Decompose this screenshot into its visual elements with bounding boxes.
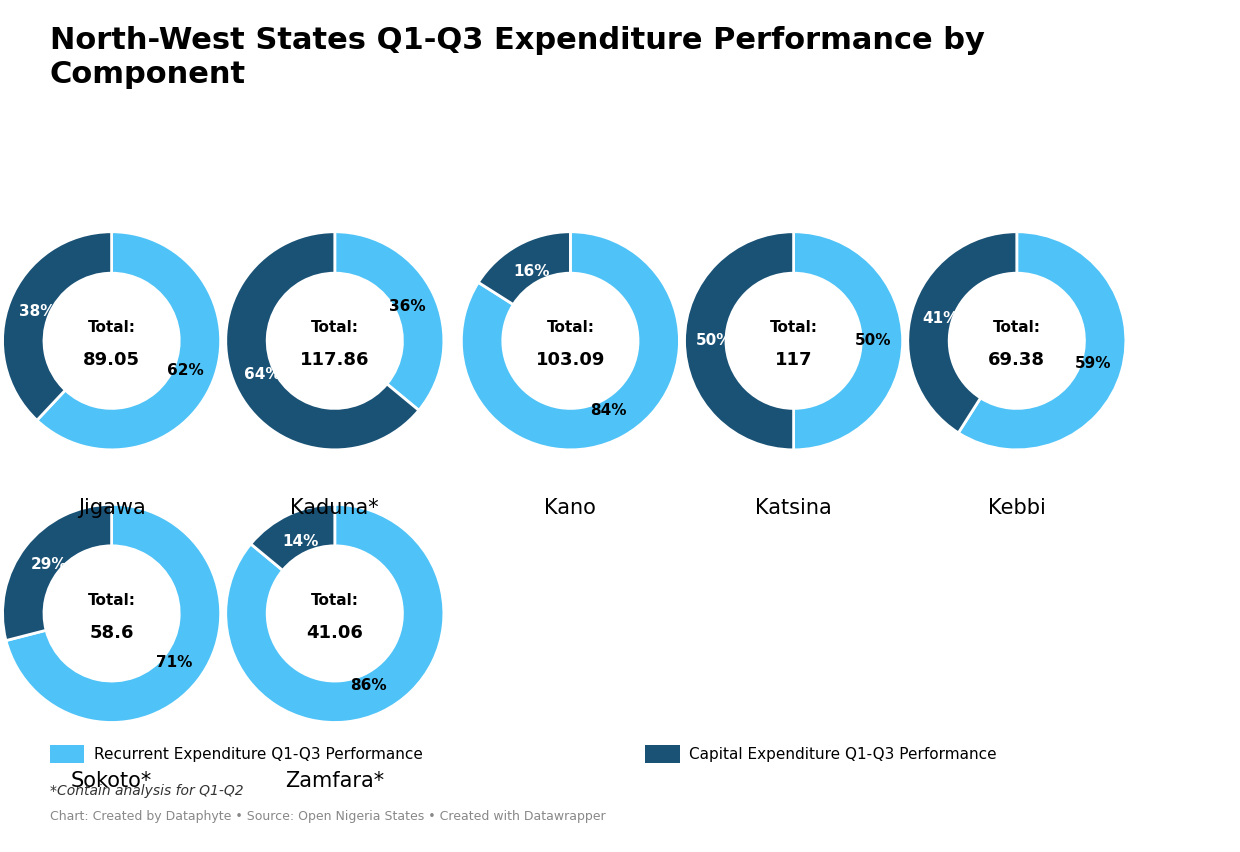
- Text: Total:: Total:: [311, 593, 358, 607]
- Text: Total:: Total:: [311, 320, 358, 335]
- Text: 41%: 41%: [923, 311, 959, 326]
- Text: Recurrent Expenditure Q1-Q3 Performance: Recurrent Expenditure Q1-Q3 Performance: [94, 746, 423, 762]
- Text: 38%: 38%: [20, 304, 56, 319]
- Wedge shape: [684, 232, 794, 450]
- Text: Total:: Total:: [770, 320, 817, 335]
- Text: 64%: 64%: [244, 367, 281, 383]
- Text: 69.38: 69.38: [988, 351, 1045, 370]
- Wedge shape: [461, 232, 680, 450]
- Text: 84%: 84%: [590, 403, 627, 418]
- Wedge shape: [226, 504, 444, 722]
- Text: Katsina: Katsina: [755, 498, 832, 518]
- Text: 14%: 14%: [283, 534, 319, 549]
- Text: Jigawa: Jigawa: [78, 498, 145, 518]
- Text: 50%: 50%: [854, 333, 892, 348]
- Wedge shape: [2, 232, 112, 420]
- Text: Total:: Total:: [88, 320, 135, 335]
- Wedge shape: [6, 504, 221, 722]
- Text: 117: 117: [775, 351, 812, 370]
- Text: 86%: 86%: [351, 678, 387, 693]
- Text: 62%: 62%: [167, 363, 205, 377]
- Text: *Contain analysis for Q1-Q2: *Contain analysis for Q1-Q2: [50, 784, 243, 797]
- Text: Kaduna*: Kaduna*: [290, 498, 379, 518]
- Text: Sokoto*: Sokoto*: [71, 771, 153, 791]
- Wedge shape: [959, 232, 1126, 450]
- Wedge shape: [250, 504, 335, 570]
- Text: Kebbi: Kebbi: [988, 498, 1045, 518]
- Text: 71%: 71%: [156, 654, 192, 670]
- Text: Chart: Created by Dataphyte • Source: Open Nigeria States • Created with Datawra: Chart: Created by Dataphyte • Source: Op…: [50, 809, 605, 823]
- Text: 103.09: 103.09: [536, 351, 605, 370]
- Wedge shape: [479, 232, 570, 304]
- Text: Capital Expenditure Q1-Q3 Performance: Capital Expenditure Q1-Q3 Performance: [689, 746, 997, 762]
- Text: 117.86: 117.86: [300, 351, 370, 370]
- Text: 89.05: 89.05: [83, 351, 140, 370]
- Text: 29%: 29%: [31, 557, 67, 573]
- Text: 41.06: 41.06: [306, 624, 363, 642]
- Text: Kano: Kano: [544, 498, 596, 518]
- Text: North-West States Q1-Q3 Expenditure Performance by
Component: North-West States Q1-Q3 Expenditure Perf…: [50, 26, 985, 89]
- Wedge shape: [335, 232, 444, 411]
- Text: Total:: Total:: [88, 593, 135, 607]
- Text: 50%: 50%: [696, 333, 733, 348]
- Text: 36%: 36%: [388, 299, 425, 314]
- Text: Zamfara*: Zamfara*: [285, 771, 384, 791]
- Text: 59%: 59%: [1075, 355, 1111, 371]
- Wedge shape: [908, 232, 1017, 433]
- Text: Total:: Total:: [993, 320, 1040, 335]
- Wedge shape: [794, 232, 903, 450]
- Text: 16%: 16%: [513, 263, 551, 279]
- Wedge shape: [37, 232, 221, 450]
- Text: Total:: Total:: [547, 320, 594, 335]
- Text: 58.6: 58.6: [89, 624, 134, 642]
- Wedge shape: [2, 504, 112, 641]
- Wedge shape: [226, 232, 419, 450]
